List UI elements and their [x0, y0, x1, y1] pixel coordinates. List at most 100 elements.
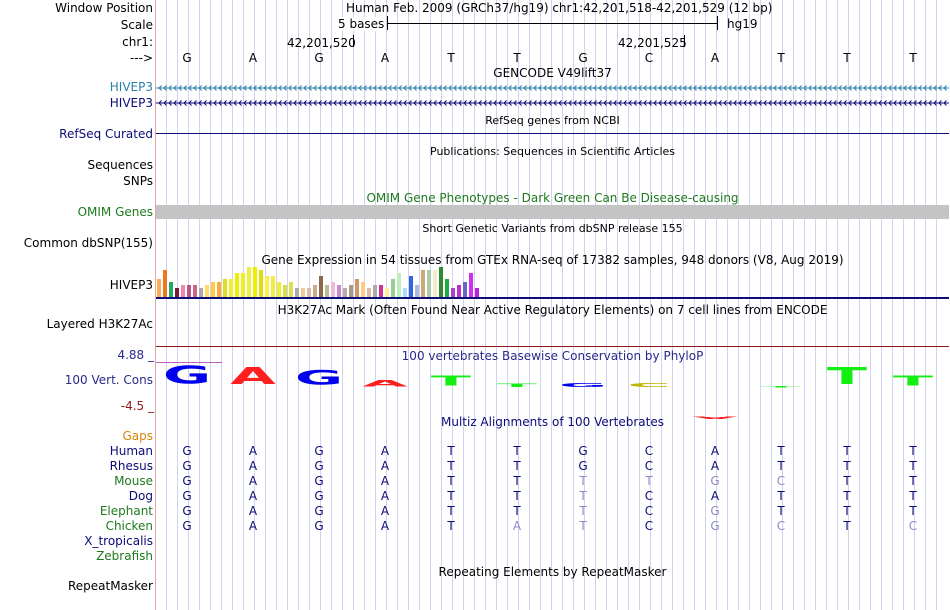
gtex-tissue-bar[interactable]	[211, 282, 215, 297]
gencode-transcripts[interactable]	[156, 82, 949, 108]
gtex-tissue-bar[interactable]	[175, 288, 179, 297]
gtex-tissue-bar[interactable]	[373, 285, 377, 297]
gtex-tissue-bar[interactable]	[283, 285, 287, 297]
gtex-tissue-bar[interactable]	[253, 267, 257, 297]
dbsnp-label[interactable]: Common dbSNP(155)	[23, 236, 153, 250]
gtex-tissue-bar[interactable]	[235, 273, 239, 297]
strand-chevron	[758, 100, 762, 106]
gtex-tissue-bar[interactable]	[325, 285, 329, 297]
h3k27ac-label[interactable]: Layered H3K27Ac	[46, 317, 153, 331]
gtex-tissue-bar[interactable]	[217, 282, 221, 297]
omim-label[interactable]: OMIM Genes	[77, 205, 153, 219]
strand-chevron	[423, 85, 427, 91]
strand-chevron	[613, 100, 617, 106]
reference-base: T	[909, 51, 917, 65]
refseq-line[interactable]	[156, 133, 949, 134]
strand-chevron	[218, 100, 222, 106]
gtex-tissue-bar[interactable]	[307, 288, 311, 297]
gtex-tissue-bar[interactable]	[421, 270, 425, 297]
species-label[interactable]: Dog	[128, 489, 153, 503]
strand-chevron	[393, 85, 397, 91]
gtex-tissue-bar[interactable]	[439, 267, 443, 297]
gtex-tissue-bar[interactable]	[451, 288, 455, 297]
gtex-tissue-bar[interactable]	[301, 288, 305, 297]
strand-chevron	[728, 85, 732, 91]
gtex-tissue-bar[interactable]	[271, 276, 275, 297]
rmsk-label[interactable]: RepeatMasker	[67, 579, 153, 593]
omim-bar[interactable]	[156, 205, 949, 219]
gtex-tissue-bar[interactable]	[445, 279, 449, 297]
aligned-base: G	[314, 519, 324, 533]
gtex-tissue-bar[interactable]	[157, 279, 161, 297]
strand-chevron	[288, 100, 292, 106]
gtex-tissue-bar[interactable]	[169, 282, 173, 297]
pubs-label-snps[interactable]: SNPs	[123, 174, 153, 188]
strand-chevron	[653, 85, 657, 91]
gtex-tissue-bar[interactable]	[415, 285, 419, 297]
gtex-tissue-bar[interactable]	[433, 270, 437, 297]
gtex-tissue-bar[interactable]	[241, 273, 245, 297]
strand-chevron	[528, 100, 532, 106]
species-label[interactable]: Rhesus	[109, 459, 153, 473]
species-label[interactable]: Human	[109, 444, 153, 458]
aligned-base: G	[578, 459, 588, 473]
refseq-label[interactable]: RefSeq Curated	[59, 127, 153, 141]
gtex-tissue-bar[interactable]	[361, 282, 365, 297]
gtex-tissue-bar[interactable]	[349, 285, 353, 297]
gencode-label-2[interactable]: HIVEP3	[109, 96, 153, 110]
strand-chevron	[908, 85, 912, 91]
strand-chevron	[753, 85, 757, 91]
gaps-label[interactable]: Gaps	[122, 429, 153, 443]
gtex-tissue-bar[interactable]	[295, 288, 299, 297]
strand-chevron	[158, 100, 162, 106]
gtex-tissue-bar[interactable]	[379, 285, 383, 297]
species-label[interactable]: Chicken	[105, 519, 153, 533]
gtex-tissue-bar[interactable]	[403, 288, 407, 297]
phylop-label[interactable]: 100 Vert. Cons	[64, 373, 153, 387]
gtex-tissue-bar[interactable]	[319, 276, 323, 297]
gtex-tissue-bar[interactable]	[463, 282, 467, 297]
gtex-tissue-bar[interactable]	[223, 279, 227, 297]
gtex-tissue-bar[interactable]	[289, 282, 293, 297]
gtex-tissue-bar[interactable]	[367, 288, 371, 297]
gtex-tissue-bar[interactable]	[343, 288, 347, 297]
gtex-tissue-bar[interactable]	[199, 288, 203, 297]
aligned-base: A	[710, 489, 720, 503]
gtex-tissue-bar[interactable]	[355, 279, 359, 297]
aligned-base: T	[777, 459, 785, 473]
gtex-tissue-bar[interactable]	[469, 273, 473, 297]
strand-chevron	[383, 85, 387, 91]
gridline	[265, 0, 266, 610]
label-separator	[155, 0, 156, 610]
species-label[interactable]: X_tropicalis	[84, 534, 153, 548]
gtex-tissue-bar[interactable]	[265, 276, 269, 297]
gtex-tissue-bar[interactable]	[247, 267, 251, 297]
gtex-tissue-bar[interactable]	[475, 288, 479, 297]
gtex-tissue-bar[interactable]	[337, 285, 341, 297]
gtex-tissue-bar[interactable]	[397, 273, 401, 297]
gtex-tissue-bar[interactable]	[193, 285, 197, 297]
gtex-tissue-bar[interactable]	[427, 270, 431, 297]
gtex-tissue-bar[interactable]	[385, 288, 389, 297]
species-label[interactable]: Zebrafish	[96, 549, 153, 563]
gtex-tissue-bar[interactable]	[331, 282, 335, 297]
gtex-tissue-bar[interactable]	[259, 270, 263, 297]
gtex-tissue-bar[interactable]	[163, 270, 167, 297]
gtex-tissue-bar[interactable]	[205, 285, 209, 297]
strand-chevron	[738, 100, 742, 106]
gtex-tissue-bar[interactable]	[229, 279, 233, 297]
gtex-tissue-bar[interactable]	[391, 279, 395, 297]
species-label[interactable]: Mouse	[114, 474, 153, 488]
gtex-tissue-bar[interactable]	[457, 285, 461, 297]
gtex-tissue-bar[interactable]	[313, 285, 317, 297]
gtex-tissue-bar[interactable]	[409, 276, 413, 297]
gtex-tissue-bar[interactable]	[277, 282, 281, 297]
species-label[interactable]: Elephant	[99, 504, 153, 518]
gtex-label[interactable]: HIVEP3	[109, 278, 153, 292]
pubs-label-sequences[interactable]: Sequences	[87, 158, 153, 172]
gencode-label-1[interactable]: HIVEP3	[109, 80, 153, 94]
gtex-tissue-bar[interactable]	[187, 285, 191, 297]
gtex-chart[interactable]	[156, 266, 949, 300]
gtex-tissue-bar[interactable]	[181, 285, 185, 297]
